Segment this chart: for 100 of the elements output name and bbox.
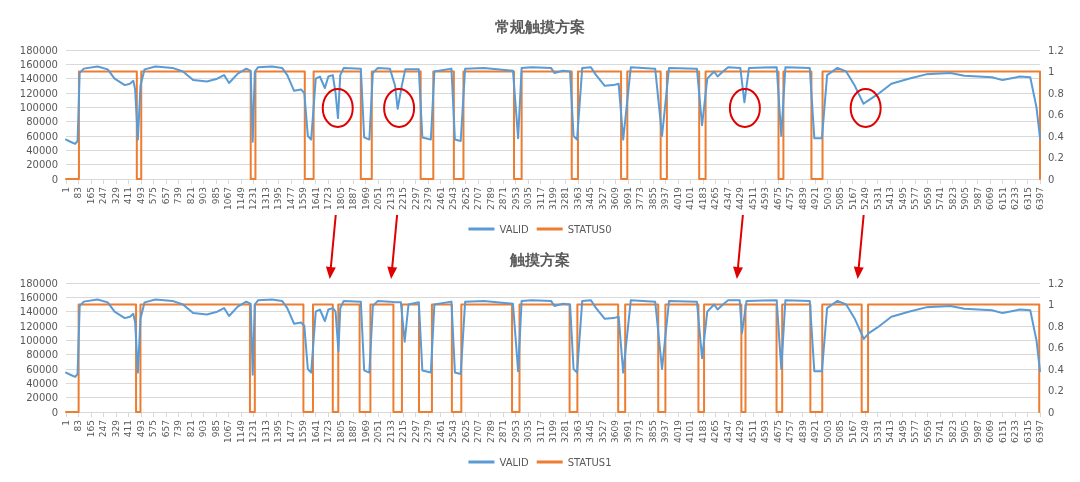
x-tick-label: 3117 [535, 420, 546, 443]
x-tick-label: 5167 [847, 420, 858, 443]
x-tick-label: 2379 [423, 186, 434, 210]
line-series [65, 65, 1041, 145]
x-tick-label: 1 [61, 420, 71, 426]
x-tick-label: 5003 [822, 187, 833, 210]
y2-tick-label: 1 [1048, 66, 1055, 77]
x-tick-label: 5659 [922, 419, 933, 443]
x-tick-label: 6069 [985, 419, 996, 443]
x-tick-label: 5577 [910, 187, 921, 210]
x-tick-label: 3527 [597, 420, 608, 443]
y-tick-label: 0 [51, 406, 58, 418]
x-tick-label: 4347 [722, 187, 733, 210]
x-tick-label: 5085 [835, 420, 846, 443]
x-tick-label: 4593 [760, 187, 771, 210]
x-tick-label: 657 [160, 187, 171, 205]
x-tick-label: 5741 [935, 420, 946, 443]
x-tick-label: 4429 [735, 419, 746, 443]
x-tick-label: 2543 [448, 187, 459, 210]
x-tick-label: 3281 [560, 420, 571, 443]
x-tick-label: 821 [185, 420, 196, 438]
y-tick-label: 160000 [19, 291, 58, 303]
x-tick-label: 3035 [523, 187, 534, 210]
x-tick-label: 5987 [972, 187, 983, 210]
x-tick-label: 2379 [423, 419, 434, 443]
x-tick-label: 5413 [885, 187, 896, 210]
y-tick-label: 80000 [26, 116, 58, 128]
y-tick-label: 40000 [26, 377, 58, 389]
x-tick-label: 3855 [647, 187, 658, 210]
x-tick-label: 1149 [235, 186, 246, 210]
x-tick-label: 6315 [1022, 187, 1033, 210]
x-tick-label: 2461 [435, 187, 446, 210]
x-tick-label: 1067 [223, 420, 234, 443]
x-tick-label: 4429 [735, 186, 746, 210]
x-tick-label: 1231 [248, 420, 259, 443]
y2-tick-label: 0.2 [1048, 152, 1064, 163]
x-tick-label: 5823 [947, 187, 958, 210]
x-tick-label: 1067 [223, 187, 234, 210]
x-tick-label: 1231 [248, 187, 259, 210]
x-tick-label: 2297 [410, 187, 421, 210]
x-tick-label: 6151 [997, 420, 1008, 443]
x-tick-label: 329 [110, 419, 121, 438]
x-tick-label: 5249 [860, 186, 871, 210]
legend-label: VALID [499, 456, 529, 468]
x-tick-label: 247 [98, 420, 109, 438]
x-tick-label: 2297 [410, 420, 421, 443]
x-tick-label: 5987 [972, 420, 983, 443]
y2-tick-label: 0.2 [1048, 385, 1064, 396]
x-tick-label: 4183 [697, 187, 708, 210]
y2-tick-label: 0.6 [1048, 109, 1064, 120]
x-tick-label: 493 [135, 187, 146, 205]
x-tick-label: 1641 [310, 420, 321, 443]
x-tick-label: 4593 [760, 420, 771, 443]
line-series [65, 298, 1041, 378]
x-tick-label: 4265 [710, 420, 721, 443]
x-tick-label: 3937 [660, 420, 671, 443]
y-tick-label: 60000 [26, 363, 58, 375]
x-tick-label: 4183 [697, 420, 708, 443]
x-tick-label: 4265 [710, 187, 721, 210]
legend-label: VALID [499, 223, 529, 235]
x-tick-label: 739 [173, 186, 184, 205]
x-tick-label: 4511 [747, 187, 758, 210]
x-tick-label: 3117 [535, 187, 546, 210]
y2-tick-label: 0 [1048, 406, 1055, 418]
y2-tick-label: 1.2 [1048, 277, 1064, 289]
x-tick-label: 1887 [348, 187, 359, 210]
x-tick-label: 2051 [373, 187, 384, 210]
x-tick-label: 411 [123, 420, 134, 438]
y2-tick-label: 0.8 [1048, 87, 1064, 99]
x-tick-label: 1805 [335, 187, 346, 210]
y-tick-label: 180000 [19, 277, 58, 289]
x-tick-label: 3773 [635, 420, 646, 443]
x-tick-label: 6397 [1035, 187, 1045, 210]
y2-tick-label: 0 [1048, 173, 1055, 185]
x-tick-label: 3363 [572, 187, 583, 210]
x-tick-label: 3691 [622, 420, 633, 443]
x-tick-label: 2625 [460, 187, 471, 210]
y-tick-label: 160000 [19, 58, 58, 70]
x-tick-label: 1641 [310, 187, 321, 210]
y-tick-label: 140000 [19, 306, 58, 318]
x-tick-label: 3199 [548, 186, 558, 210]
chart-title: 常规触摸方案 [495, 17, 585, 36]
x-tick-label: 6233 [1010, 187, 1021, 210]
x-tick-label: 1313 [260, 420, 271, 443]
x-tick-label: 3609 [610, 419, 621, 443]
x-tick-label: 6233 [1010, 420, 1021, 443]
x-tick-label: 4511 [747, 420, 758, 443]
y2-tick-label: 0.8 [1048, 320, 1064, 332]
x-tick-label: 1 [61, 187, 71, 193]
x-tick-label: 1805 [335, 420, 346, 443]
x-tick-label: 2133 [385, 187, 396, 210]
x-tick-label: 247 [98, 187, 109, 205]
x-tick-label: 4921 [810, 420, 821, 443]
x-tick-label: 2789 [485, 186, 496, 210]
x-tick-label: 3773 [635, 187, 646, 210]
x-tick-label: 5331 [872, 420, 883, 443]
x-tick-label: 2871 [498, 420, 509, 443]
legend-label: STATUS1 [567, 456, 612, 468]
x-tick-label: 4101 [685, 420, 696, 443]
x-tick-label: 411 [123, 187, 134, 205]
